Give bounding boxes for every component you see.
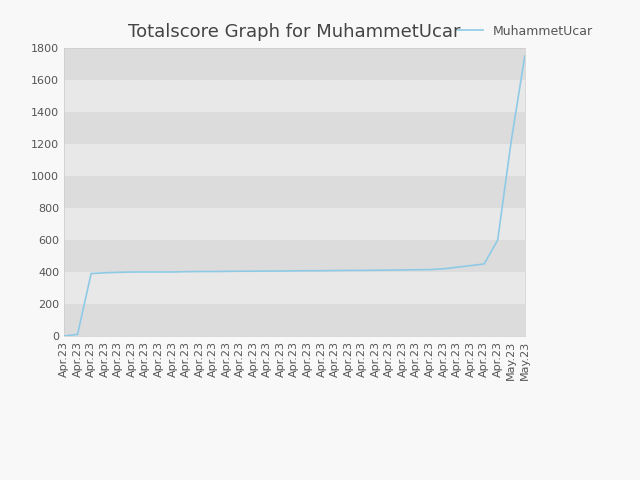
MuhammetUcar: [508, 138, 515, 144]
MuhammetUcar: [494, 237, 502, 243]
Legend: MuhammetUcar: MuhammetUcar: [452, 20, 598, 43]
Bar: [64, 48, 525, 80]
MuhammetUcar: [291, 268, 298, 274]
MuhammetUcar: [385, 267, 393, 273]
MuhammetUcar: [480, 261, 488, 267]
Bar: [64, 144, 525, 176]
Bar: [64, 112, 525, 144]
MuhammetUcar: [372, 267, 380, 273]
MuhammetUcar: [182, 269, 190, 275]
MuhammetUcar: [196, 269, 204, 275]
MuhammetUcar: [115, 269, 122, 275]
MuhammetUcar: [250, 268, 257, 274]
MuhammetUcar: [277, 268, 285, 274]
MuhammetUcar: [317, 268, 325, 274]
MuhammetUcar: [453, 264, 461, 270]
Bar: [64, 80, 525, 112]
MuhammetUcar: [74, 332, 81, 337]
MuhammetUcar: [128, 269, 136, 275]
MuhammetUcar: [168, 269, 176, 275]
MuhammetUcar: [236, 268, 244, 274]
Title: Totalscore Graph for MuhammetUcar: Totalscore Graph for MuhammetUcar: [128, 23, 461, 41]
MuhammetUcar: [264, 268, 271, 274]
MuhammetUcar: [155, 269, 163, 275]
MuhammetUcar: [440, 266, 447, 272]
MuhammetUcar: [60, 333, 68, 339]
MuhammetUcar: [426, 267, 434, 273]
MuhammetUcar: [223, 268, 230, 274]
MuhammetUcar: [209, 269, 217, 275]
Bar: [64, 208, 525, 240]
Bar: [64, 176, 525, 208]
MuhammetUcar: [87, 271, 95, 276]
MuhammetUcar: [332, 268, 339, 274]
MuhammetUcar: [358, 267, 366, 273]
MuhammetUcar: [345, 267, 353, 273]
Bar: [64, 272, 525, 304]
Line: MuhammetUcar: MuhammetUcar: [64, 56, 525, 336]
MuhammetUcar: [467, 263, 474, 268]
Bar: [64, 304, 525, 336]
MuhammetUcar: [304, 268, 312, 274]
MuhammetUcar: [521, 53, 529, 59]
MuhammetUcar: [101, 270, 109, 276]
Bar: [64, 240, 525, 272]
MuhammetUcar: [399, 267, 406, 273]
MuhammetUcar: [141, 269, 149, 275]
MuhammetUcar: [413, 267, 420, 273]
